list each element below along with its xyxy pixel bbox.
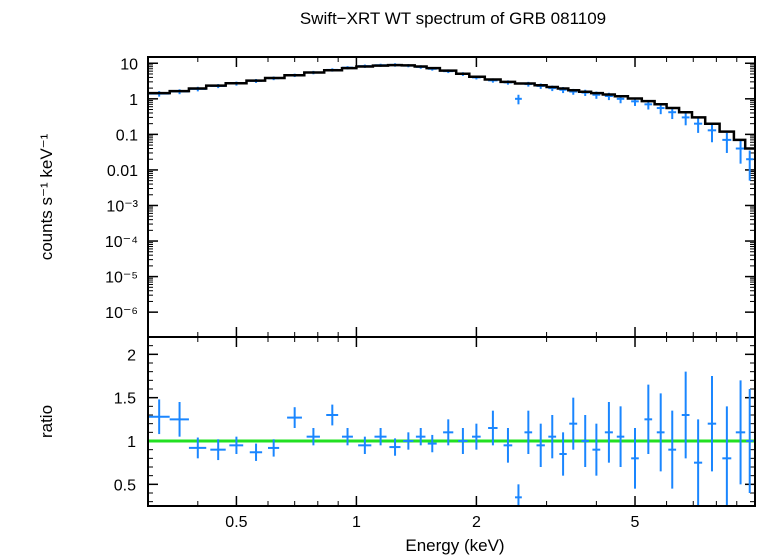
frame-layer — [147, 56, 756, 507]
spectrum-y-tick-label: 10⁻⁵ — [105, 270, 138, 287]
ratio-y-axis-label: ratio — [37, 405, 56, 438]
ratio-data-point — [341, 428, 353, 446]
ratio-data-point — [693, 419, 703, 506]
ratio-data-point — [389, 438, 401, 456]
ratio-data-point — [415, 428, 426, 446]
spectrum-y-tick-label: 1 — [129, 92, 138, 109]
ratio-data-point — [358, 436, 372, 454]
spectrum-data-point — [681, 112, 690, 126]
spectrum-data-point — [515, 94, 522, 105]
spectrum-y-tick-label: 0.01 — [107, 163, 138, 180]
ratio-y-tick-label: 2 — [127, 347, 136, 364]
ratio-data-point — [306, 428, 320, 446]
ratio-data-point — [148, 399, 170, 435]
ratio-data-point — [515, 484, 522, 506]
ratio-data-point — [374, 428, 387, 446]
spectrum-data-point — [722, 132, 732, 153]
ratio-y-tick-label: 1 — [127, 434, 136, 451]
ratio-data-point — [681, 371, 690, 459]
ratio-panel-frame — [147, 336, 756, 507]
spectrum-y-tick-label: 10⁻⁴ — [105, 234, 138, 251]
ratio-data-point — [326, 404, 339, 426]
ratio-data-point — [735, 380, 746, 485]
ratio-data-point — [503, 428, 513, 463]
ratio-data-point — [472, 423, 481, 450]
ratio-y-tick-label: 1.5 — [114, 391, 136, 408]
spectrum-y-tick-label: 0.1 — [116, 127, 138, 144]
ratio-data-point — [287, 407, 302, 428]
ratio-data-point — [668, 410, 677, 489]
ratio-data-point — [644, 384, 653, 454]
ratio-data-point — [656, 393, 665, 472]
spectrum-data-point — [707, 123, 717, 143]
spectrum-data-point — [668, 107, 677, 120]
spectrum-panel-frame — [147, 56, 756, 338]
data-layer — [148, 63, 755, 506]
ratio-data-point — [267, 439, 280, 457]
ratio-data-point — [536, 423, 545, 467]
ratio-data-point — [169, 402, 189, 437]
x-axis-label: Energy (keV) — [405, 536, 504, 555]
x-tick-label: 2 — [472, 514, 481, 531]
chart-title: Swift−XRT WT spectrum of GRB 081109 — [300, 9, 606, 28]
ratio-data-point — [581, 415, 589, 467]
ratio-data-point — [458, 428, 468, 454]
ratio-data-point — [592, 423, 601, 476]
ratio-data-point — [427, 434, 437, 453]
spectrum-data-point — [735, 141, 746, 164]
spectrum-data-point — [746, 150, 754, 181]
ratio-data-point — [559, 432, 567, 476]
spectrum-y-tick-label: 10 — [120, 56, 138, 73]
ratio-data-point — [604, 402, 613, 463]
x-tick-label: 0.5 — [225, 514, 247, 531]
ratio-data-point — [746, 389, 754, 493]
spectrum-y-tick-label: 10⁻³ — [106, 198, 138, 215]
spectrum-y-tick-label: 10⁻⁶ — [105, 305, 138, 322]
ratio-data-point — [249, 443, 263, 461]
ratio-data-point — [443, 419, 454, 446]
ratio-data-point — [488, 410, 498, 446]
ratio-data-point — [548, 415, 557, 459]
spectrum-y-axis-label: counts s⁻¹ keV⁻¹ — [37, 133, 56, 260]
ratio-data-point — [631, 428, 639, 489]
ratio-data-point — [569, 397, 578, 450]
x-tick-label: 1 — [352, 514, 361, 531]
model-curve — [148, 63, 755, 150]
axes-layer: 0.5 1 2 5 10 1 0.1 0.01 10⁻³ 10⁻⁴ 10⁻⁵ 10⁻⁶ 0.5 1 1.5 2 — [105, 56, 756, 531]
ratio-data-point — [229, 436, 244, 454]
ratio-data-point — [524, 410, 533, 454]
ratio-data-point — [616, 406, 625, 467]
ratio-data-point — [403, 432, 414, 450]
ratio-data-point — [210, 439, 226, 461]
ratio-y-tick-label: 0.5 — [114, 477, 136, 494]
ratio-data-point — [188, 437, 207, 459]
x-tick-label: 5 — [631, 514, 640, 531]
ratio-data-point — [722, 406, 732, 506]
ratio-data-point — [707, 376, 717, 472]
spectrum-data-point — [693, 117, 703, 133]
